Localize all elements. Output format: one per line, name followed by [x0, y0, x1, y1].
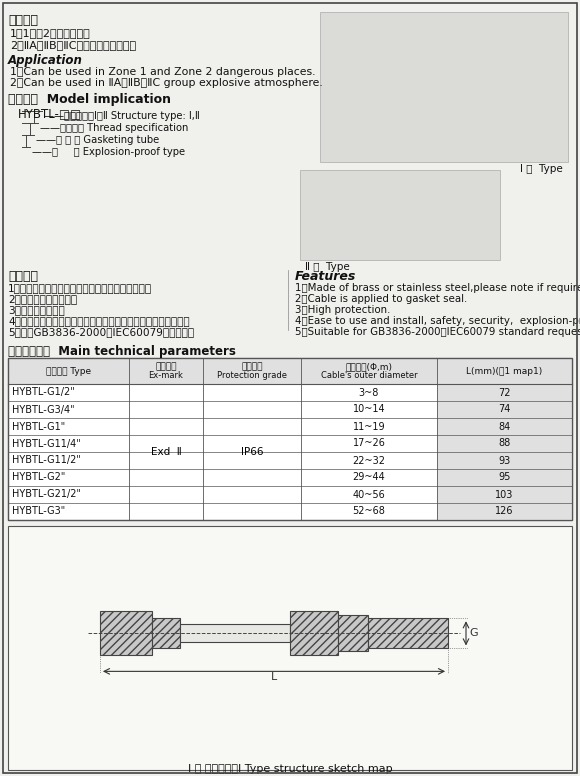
Bar	[437, 401, 572, 418]
Text: Ⅱ 型  Type: Ⅱ 型 Type	[305, 262, 350, 272]
Text: 52~68: 52~68	[353, 507, 385, 517]
Bar	[437, 435, 572, 452]
Text: 4、具有使用、安装方便，结构安全可靠，防爆性能优越等特点。: 4、具有使用、安装方便，结构安全可靠，防爆性能优越等特点。	[8, 316, 190, 326]
Text: G: G	[469, 629, 477, 639]
Text: 11~19: 11~19	[353, 421, 385, 431]
Text: HYBTL-G3/4": HYBTL-G3/4"	[12, 404, 75, 414]
Text: 88: 88	[498, 438, 510, 449]
Text: Exd  Ⅱ: Exd Ⅱ	[151, 447, 182, 457]
Text: 2，Can be used in ⅡA、ⅡB、ⅡC group explosive atmosphere.: 2，Can be used in ⅡA、ⅡB、ⅡC group explosiv…	[10, 78, 322, 88]
Bar	[437, 452, 572, 469]
Text: 适用范围: 适用范围	[8, 14, 38, 27]
Bar	[300, 170, 500, 260]
Bar	[8, 358, 572, 384]
Text: Application: Application	[8, 54, 83, 67]
Bar	[320, 12, 568, 162]
Text: Features: Features	[295, 270, 356, 283]
Text: 95: 95	[498, 473, 510, 483]
Bar	[8, 526, 572, 770]
Text: 1、采用黄铜或不锈锂制成，如要求不锈锂请注明。: 1、采用黄铜或不锈锂制成，如要求不锈锂请注明。	[8, 283, 152, 293]
Text: 5、符合GB3836-2000，IEC60079标准要求。: 5、符合GB3836-2000，IEC60079标准要求。	[8, 327, 194, 337]
Bar	[437, 418, 572, 435]
Text: ——结构形式：Ⅰ、Ⅱ Structure type: Ⅰ,Ⅱ: ——结构形式：Ⅰ、Ⅱ Structure type: Ⅰ,Ⅱ	[44, 111, 200, 121]
Text: 3，High protection.: 3，High protection.	[295, 305, 390, 315]
Text: 产品特点: 产品特点	[8, 270, 38, 283]
Text: HYBTL-G1/2": HYBTL-G1/2"	[12, 387, 75, 397]
Text: HYBTL-G2": HYBTL-G2"	[12, 473, 66, 483]
Bar	[8, 358, 572, 520]
Text: 40~56: 40~56	[353, 490, 385, 500]
Text: 2、电缆采用填料密封。: 2、电缆采用填料密封。	[8, 294, 77, 304]
Text: IP66: IP66	[241, 447, 263, 457]
Text: 防护等级: 防护等级	[241, 362, 263, 372]
Text: 126: 126	[495, 507, 513, 517]
Text: HYBTL-G11/2": HYBTL-G11/2"	[12, 456, 81, 466]
Text: 29~44: 29~44	[353, 473, 385, 483]
Bar	[290, 611, 338, 656]
Bar	[437, 486, 572, 503]
Text: 2，Cable is applied to gasket seal.: 2，Cable is applied to gasket seal.	[295, 294, 467, 304]
Text: L: L	[271, 672, 277, 682]
Text: 1、1区、2区危险场所。: 1、1区、2区危险场所。	[10, 28, 90, 38]
Bar	[8, 358, 572, 520]
Bar	[152, 618, 180, 649]
Text: 72: 72	[498, 387, 510, 397]
Bar	[338, 615, 368, 651]
Text: HYBTL-G11/4": HYBTL-G11/4"	[12, 438, 81, 449]
Text: HYBTL-G1": HYBTL-G1"	[12, 421, 65, 431]
Text: L(mm)(图1 map1): L(mm)(图1 map1)	[466, 366, 542, 376]
Bar	[437, 503, 572, 520]
Text: Cable's outer diameter: Cable's outer diameter	[321, 372, 417, 380]
Text: ——螺纹规格 Thread specification: ——螺纹规格 Thread specification	[40, 123, 188, 133]
Text: 103: 103	[495, 490, 513, 500]
Bar	[437, 469, 572, 486]
Bar	[368, 618, 448, 649]
Text: Ex-mark: Ex-mark	[148, 372, 183, 380]
Text: 84: 84	[498, 421, 510, 431]
Text: 2、ⅡA、ⅡB、ⅡC类爆炸性气体环境。: 2、ⅡA、ⅡB、ⅡC类爆炸性气体环境。	[10, 40, 136, 50]
Text: 防爆标志: 防爆标志	[155, 362, 177, 372]
Text: Protection grade: Protection grade	[217, 372, 287, 380]
Text: ——填 料 函 Gasketing tube: ——填 料 函 Gasketing tube	[36, 135, 160, 145]
Text: 主要技术参数  Main technical parameters: 主要技术参数 Main technical parameters	[8, 345, 236, 358]
Text: 3、防护性能良好。: 3、防护性能良好。	[8, 305, 65, 315]
Text: 3~8: 3~8	[359, 387, 379, 397]
Text: 产品型号 Type: 产品型号 Type	[46, 366, 91, 376]
Bar	[180, 625, 290, 643]
Bar	[100, 611, 152, 656]
Text: 1，Can be used in Zone 1 and Zone 2 dangerous places.: 1，Can be used in Zone 1 and Zone 2 dange…	[10, 67, 316, 77]
Text: 4，Ease to use and install, safety, security,  explosion-proof.: 4，Ease to use and install, safety, secur…	[295, 316, 580, 326]
Text: 17~26: 17~26	[353, 438, 385, 449]
Bar	[437, 384, 572, 401]
Text: ——防     爆 Explosion-proof type: ——防 爆 Explosion-proof type	[32, 147, 185, 157]
Text: 74: 74	[498, 404, 510, 414]
Text: Ⅰ 型  Type: Ⅰ 型 Type	[520, 164, 563, 174]
Text: 1，Made of brass or stainless steel,please note if require stainless steel.: 1，Made of brass or stainless steel,pleas…	[295, 283, 580, 293]
Text: 93: 93	[498, 456, 510, 466]
Text: HYBTL-G21/2": HYBTL-G21/2"	[12, 490, 81, 500]
Text: 5，Suitable for GB3836-2000，IEC60079 standard request.: 5，Suitable for GB3836-2000，IEC60079 stan…	[295, 327, 580, 337]
Text: Ⅰ 型 结构示意图Ⅰ Type structure sketch map: Ⅰ 型 结构示意图Ⅰ Type structure sketch map	[188, 764, 392, 774]
Text: 22~32: 22~32	[353, 456, 386, 466]
Bar	[8, 358, 572, 520]
Text: 电缆外径(Φ,m): 电缆外径(Φ,m)	[346, 362, 393, 372]
Text: 型号含义  Model implication: 型号含义 Model implication	[8, 93, 171, 106]
Text: 10~14: 10~14	[353, 404, 385, 414]
Text: HYBTL-□□: HYBTL-□□	[18, 107, 82, 120]
Text: HYBTL-G3": HYBTL-G3"	[12, 507, 65, 517]
